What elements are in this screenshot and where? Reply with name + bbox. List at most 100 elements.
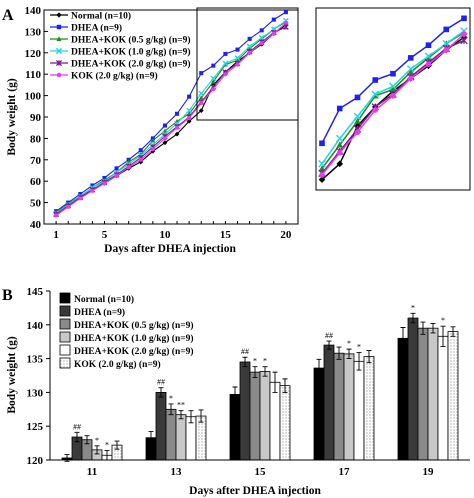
bar bbox=[427, 327, 439, 461]
bar-group-item: * bbox=[353, 343, 365, 461]
error-bar bbox=[272, 371, 278, 393]
y-tick-label: 100 bbox=[25, 91, 42, 103]
inset-data-point bbox=[407, 75, 414, 82]
bar bbox=[407, 317, 419, 461]
inset-data-point bbox=[390, 93, 396, 99]
error-bar bbox=[94, 445, 100, 455]
inset-data-point bbox=[389, 86, 397, 93]
data-point bbox=[199, 71, 204, 76]
legend-marker bbox=[56, 72, 62, 78]
data-point bbox=[198, 90, 205, 97]
bar bbox=[343, 353, 355, 461]
data-point bbox=[259, 28, 264, 33]
legend-marker bbox=[55, 59, 63, 67]
panel-a-y-axis: 40 50 60 70 80 90 100 110 120 130 140 bbox=[25, 5, 48, 231]
bar bbox=[165, 408, 177, 461]
data-point bbox=[247, 36, 252, 41]
bar bbox=[229, 394, 241, 461]
y-tick-label: 140 bbox=[25, 5, 42, 17]
bar bbox=[239, 361, 251, 461]
bar-group-item bbox=[417, 321, 429, 461]
x-tick-label: 15 bbox=[220, 229, 232, 241]
data-point bbox=[138, 159, 144, 165]
data-point bbox=[114, 173, 119, 178]
panel-b-y-label: Body weight (g) bbox=[6, 336, 18, 413]
error-bar bbox=[346, 348, 352, 360]
y-tick-label: 90 bbox=[30, 112, 42, 124]
bar bbox=[417, 327, 429, 461]
significance-mark: ## bbox=[73, 422, 81, 431]
legend-entry: Normal (n=10) bbox=[50, 11, 131, 22]
y-tick-label: 140 bbox=[27, 320, 44, 332]
legend-label: DHEA+KOK (1.0 g/kg) (n=9) bbox=[71, 47, 191, 58]
data-point bbox=[186, 107, 193, 114]
error-bar bbox=[356, 352, 362, 371]
significance-mark: * bbox=[357, 343, 361, 352]
y-tick-label: 70 bbox=[30, 155, 42, 167]
legend-label: DHEA+KOK (2.0 g/kg) (n=9) bbox=[74, 346, 194, 357]
bar-group-item: ## bbox=[239, 347, 251, 461]
bar bbox=[249, 371, 261, 461]
data-point bbox=[235, 47, 240, 52]
data-point bbox=[175, 125, 180, 130]
error-bar bbox=[242, 356, 248, 368]
error-bar bbox=[282, 378, 288, 393]
significance-mark: ## bbox=[325, 331, 333, 340]
panel-a-legend: Normal (n=10)DHEA (n=9)DHEA+KOK (0.5 g/k… bbox=[50, 11, 191, 82]
y-tick-label: 50 bbox=[30, 198, 42, 210]
data-point bbox=[186, 111, 192, 116]
data-point bbox=[162, 140, 168, 146]
legend-entry: DHEA+KOK (2.0 g/kg) (n=9) bbox=[59, 344, 194, 357]
y-tick-label: 135 bbox=[27, 354, 44, 366]
legend-label: KOK (2.0 g/kg) (n=9) bbox=[71, 71, 158, 82]
significance-mark: * bbox=[411, 303, 415, 312]
x-tick-label: 15 bbox=[255, 466, 267, 478]
bar-group-item bbox=[427, 322, 439, 461]
inset-data-point bbox=[461, 15, 467, 22]
legend-label: DHEA+KOK (0.5 g/kg) (n=9) bbox=[71, 35, 191, 46]
x-tick-label: 10 bbox=[159, 229, 171, 241]
x-tick-label: 17 bbox=[339, 466, 351, 478]
data-point bbox=[54, 213, 59, 218]
panel-b-x-label: Days after DHEA injection bbox=[189, 485, 321, 497]
error-bar bbox=[158, 387, 164, 398]
legend-marker bbox=[55, 47, 63, 55]
y-tick-label: 60 bbox=[30, 176, 42, 188]
y-tick-label: 40 bbox=[30, 219, 42, 231]
data-point bbox=[174, 131, 180, 137]
bar-group-item bbox=[185, 410, 197, 461]
error-bar bbox=[148, 431, 154, 445]
inset-data-point bbox=[354, 117, 361, 124]
inset-series-2 bbox=[319, 15, 467, 147]
inset-data-point bbox=[389, 82, 397, 91]
error-bar bbox=[450, 326, 456, 337]
bar-group-item bbox=[195, 409, 207, 461]
bar bbox=[353, 360, 365, 461]
significance-mark: ## bbox=[157, 378, 165, 387]
series-6 bbox=[54, 20, 288, 218]
data-point bbox=[235, 57, 240, 63]
error-bar bbox=[430, 322, 436, 334]
bar-group-item bbox=[363, 350, 375, 461]
data-point bbox=[234, 55, 241, 62]
panel-b-x-axis: 11 13 15 17 19 bbox=[87, 466, 434, 478]
error-bar bbox=[114, 440, 120, 450]
panel-a-x-axis: 1 5 10 15 20 bbox=[53, 221, 292, 241]
data-point bbox=[186, 118, 192, 124]
data-point bbox=[138, 157, 143, 162]
data-point bbox=[210, 75, 217, 82]
inset-data-point bbox=[407, 55, 414, 61]
inset-data-point bbox=[425, 61, 432, 68]
data-point bbox=[210, 79, 216, 84]
bar-group-item: ## bbox=[71, 422, 83, 461]
data-point bbox=[126, 165, 131, 170]
data-point bbox=[283, 24, 289, 30]
significance-mark: * bbox=[347, 339, 351, 348]
inset-data-point bbox=[372, 107, 379, 113]
legend-marker bbox=[56, 12, 62, 18]
inset-data-point bbox=[354, 94, 361, 101]
panel-a-series bbox=[53, 10, 289, 218]
bar-group-item: ## bbox=[323, 331, 335, 461]
